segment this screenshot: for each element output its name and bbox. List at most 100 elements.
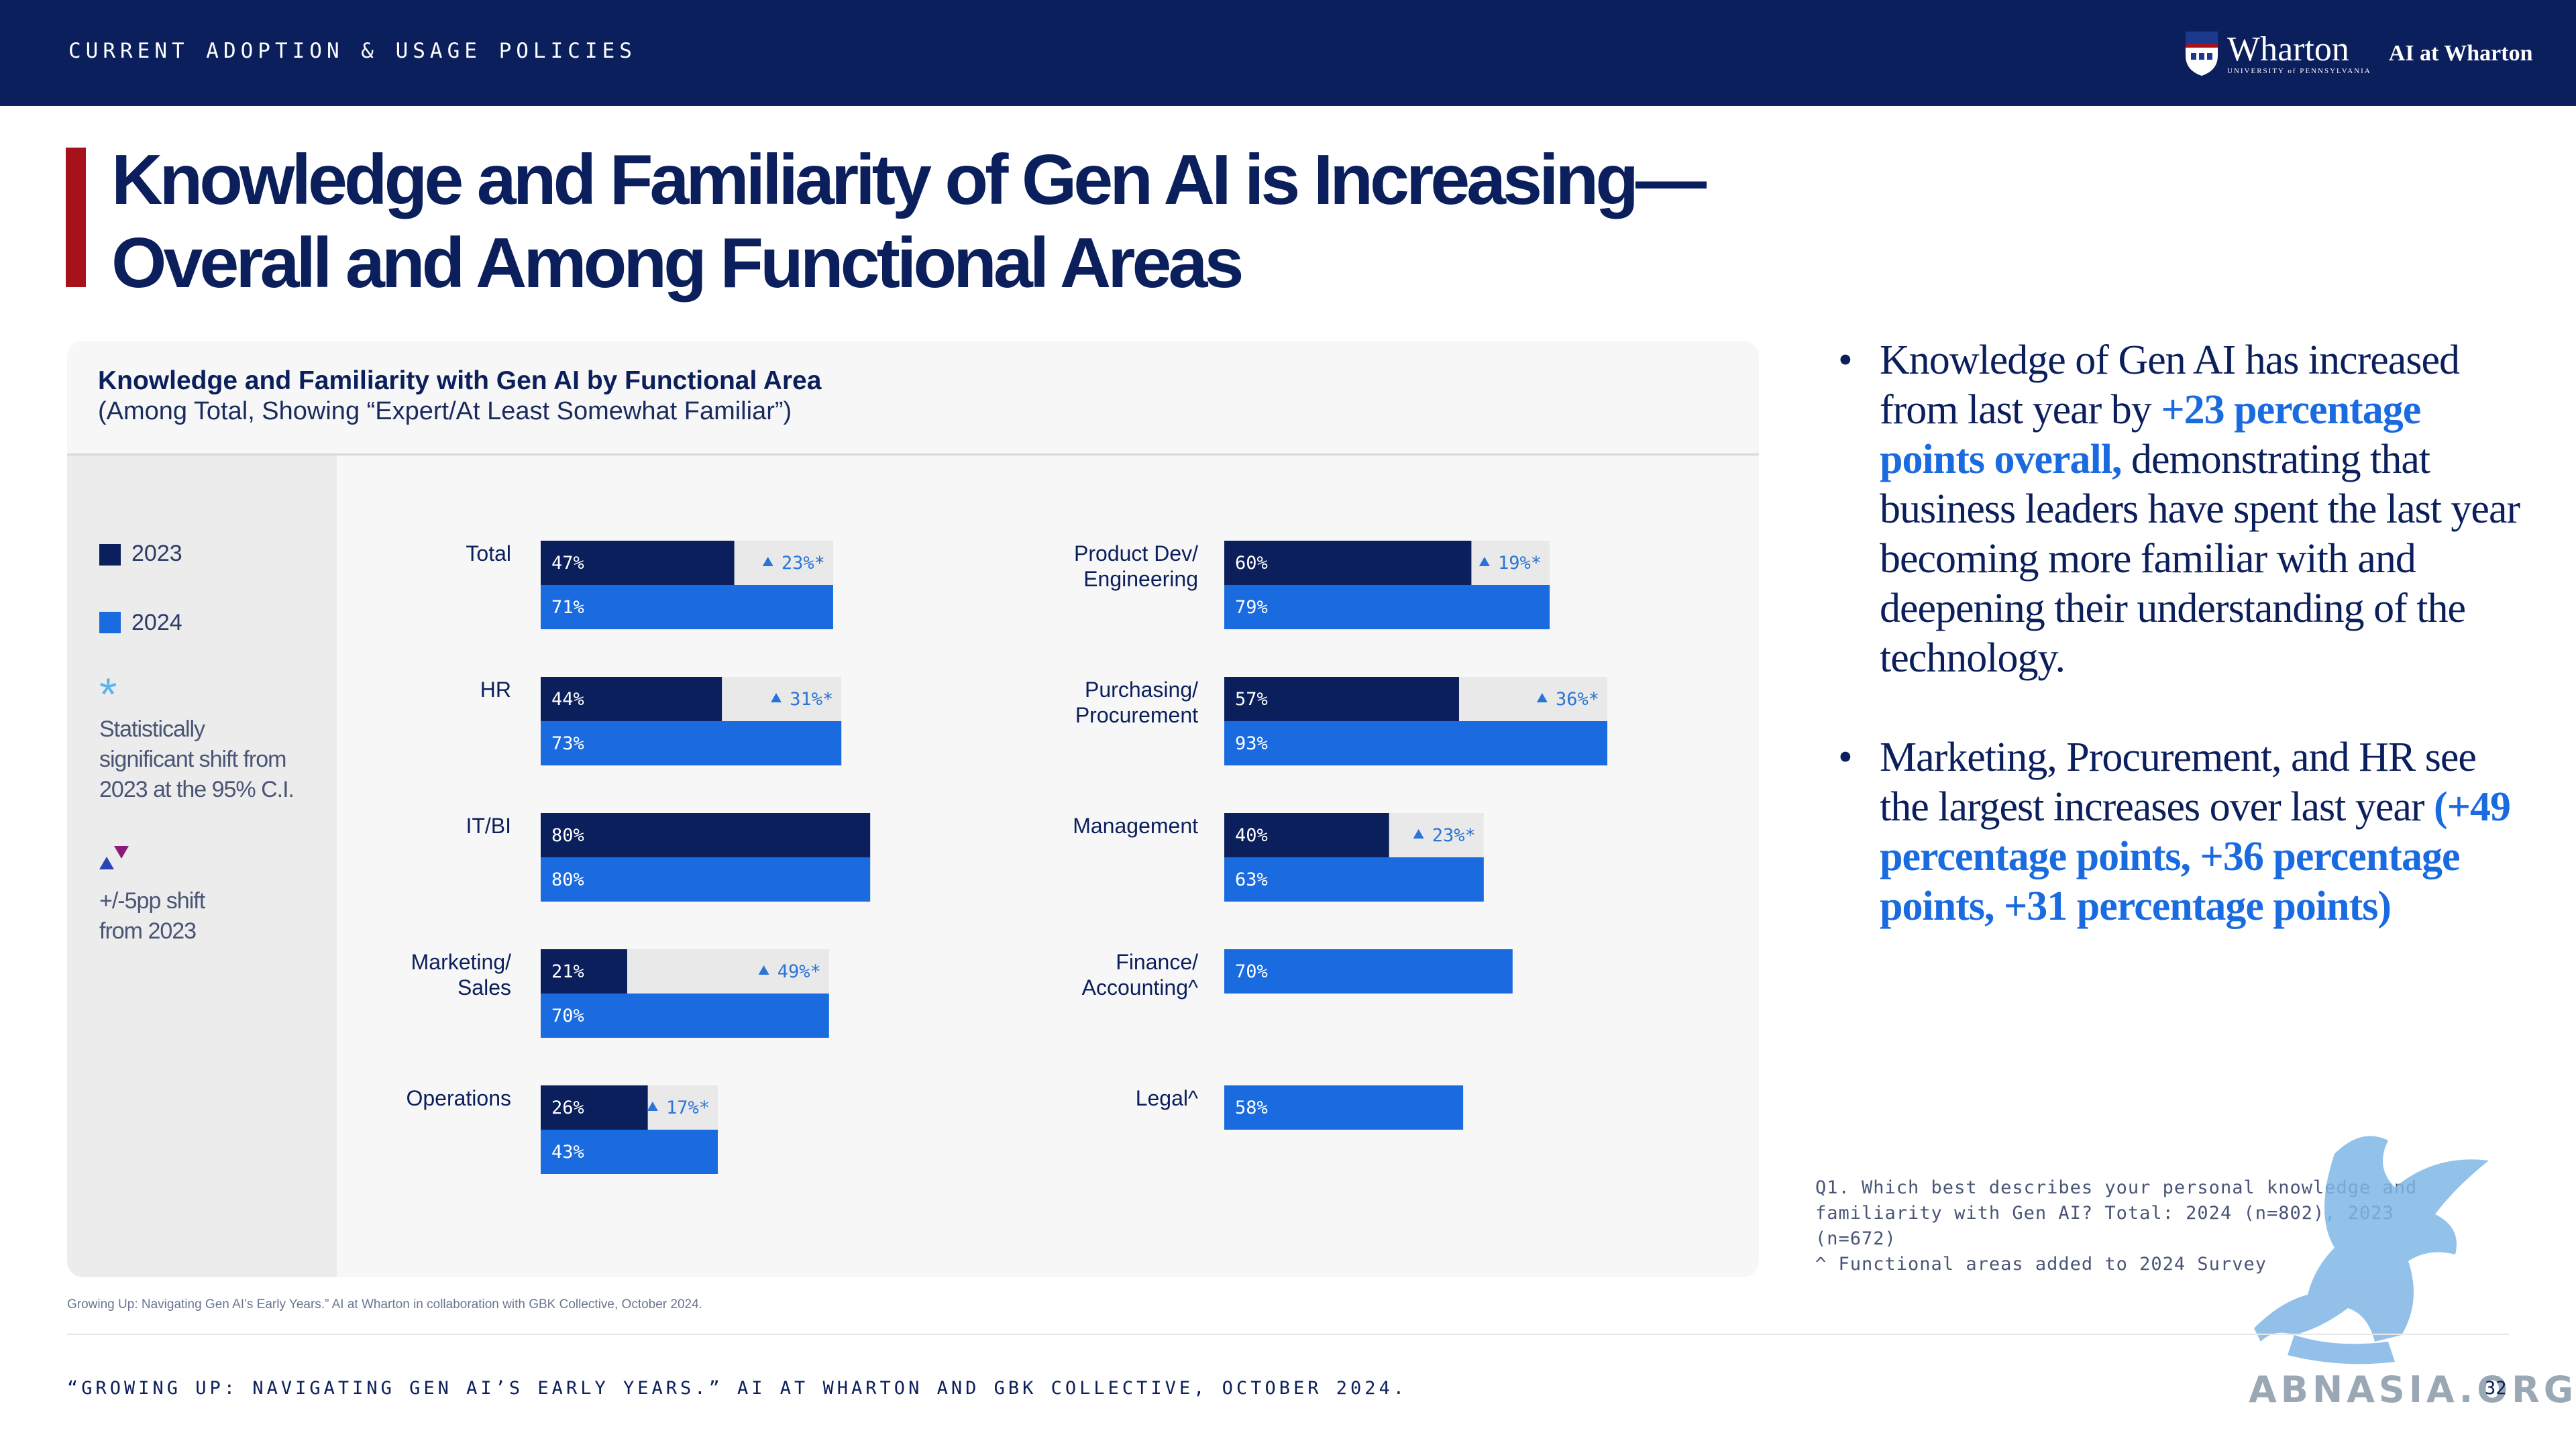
bar-label-2023-it-bi: 80% (551, 825, 584, 846)
bar-label-2024-purchasing-procurement: 93% (1235, 733, 1268, 754)
logo-name: Wharton (2227, 30, 2349, 68)
bar-label-2023-product-dev-engineering: 60% (1235, 553, 1268, 574)
shift-background-operations (647, 1085, 718, 1130)
shift-background-total (734, 541, 833, 585)
title-line-1: Knowledge and Familiarity of Gen AI is I… (111, 140, 1707, 219)
category-label-marketing-sales: Marketing/Sales (411, 950, 512, 1000)
legend-shift-line-1: +/-5pp shift (99, 888, 205, 914)
chart-divider (67, 453, 1759, 455)
logo-tagline: AI at Wharton (2388, 41, 2533, 66)
logo-wordmark: Wharton UNIVERSITY of PENNSYLVANIA (2227, 30, 2371, 76)
page-title: Knowledge and Familiarity of Gen AI is I… (111, 138, 1721, 305)
bar-label-2024-finance-accounting: 70% (1235, 961, 1268, 982)
bar-label-2024-legal: 58% (1235, 1097, 1268, 1118)
category-label-product-dev-engineering: Product Dev/Engineering (1074, 541, 1198, 591)
shift-background-purchasing-procurement (1458, 677, 1608, 721)
category-label-operations: Operations (406, 1086, 511, 1110)
bar-2023-purchasing-procurement (1224, 677, 1459, 721)
chart-source-note: Growing Up: Navigating Gen AI’s Early Ye… (67, 1297, 702, 1311)
shift-label-purchasing-procurement: 36%* (1556, 689, 1599, 710)
bar-label-2024-operations: 43% (551, 1142, 584, 1163)
bar-label-2023-hr: 44% (551, 689, 584, 710)
bar-2023-management (1224, 813, 1389, 857)
shift-background-hr (722, 677, 842, 721)
finding-item-1: • Knowledge of Gen AI has increased from… (1835, 335, 2526, 683)
bar-2024-total (541, 585, 833, 629)
bar-2024-operations (541, 1130, 718, 1174)
legend-significance-line-1: Statistically (99, 716, 205, 742)
griffin-watermark-icon (2254, 1136, 2489, 1364)
bar-chart: Total 47% 23%* 71% HR 44% 31%* 73% IT/BI 80% 80% Ma… (406, 541, 1608, 1174)
bar-label-2023-marketing-sales: 21% (551, 961, 584, 982)
finding-item-2: • Marketing, Procurement, and HR see the… (1835, 733, 2526, 931)
penn-shield-icon (2186, 32, 2218, 76)
bar-label-2023-operations: 26% (551, 1097, 584, 1118)
survey-footnote: Q1. Which best describes your personal k… (1815, 1175, 2486, 1277)
footer-citation: “GROWING UP: NAVIGATING GEN AI’S EARLY Y… (67, 1378, 1408, 1399)
logo-subtitle: UNIVERSITY of PENNSYLVANIA (2227, 67, 2371, 75)
legend-label-2023: 2023 (131, 541, 182, 566)
shift-up-arrow-icon (1413, 829, 1424, 839)
shift-up-arrow-icon (758, 965, 769, 975)
legend-significance-line-2: significant shift from (99, 747, 286, 772)
shift-up-icon (99, 857, 114, 869)
bar-label-2024-hr: 73% (551, 733, 584, 754)
key-findings-list: • Knowledge of Gen AI has increased from… (1835, 335, 2526, 981)
footnote-question: Q1. Which best describes your personal k… (1815, 1177, 2418, 1249)
chart-legend: 2023 2024 * Statistically significant sh… (67, 455, 337, 1277)
bar-label-2024-total: 71% (551, 597, 584, 618)
bar-2024-marketing-sales (541, 994, 829, 1038)
shift-label-marketing-sales: 49%* (777, 961, 821, 982)
bar-label-2023-management: 40% (1235, 825, 1268, 846)
bar-label-2023-purchasing-procurement: 57% (1235, 689, 1268, 710)
shift-down-icon (114, 846, 129, 859)
bar-2023-product-dev-engineering (1224, 541, 1472, 585)
chart-card: Knowledge and Familiarity with Gen AI by… (67, 341, 1759, 1277)
shift-background-marketing-sales (627, 949, 829, 994)
bar-2024-legal (1224, 1085, 1464, 1130)
shift-up-arrow-icon (771, 693, 782, 702)
legend-label-2024: 2024 (131, 610, 182, 635)
category-label-total: Total (466, 541, 511, 566)
footer-divider (67, 1334, 2509, 1335)
bar-2023-hr (541, 677, 722, 721)
bar-label-2024-product-dev-engineering: 79% (1235, 597, 1268, 618)
legend-shift-line-2: from 2023 (99, 918, 197, 944)
category-label-hr: HR (480, 678, 511, 702)
shift-label-management: 23%* (1432, 825, 1476, 846)
category-label-it-bi: IT/BI (466, 814, 511, 838)
bullet-dot-icon: • (1838, 337, 1853, 383)
bar-label-2023-total: 47% (551, 553, 584, 574)
bar-2024-hr (541, 721, 842, 765)
finding-1-highlight: +23 percentage points overall, (1880, 387, 2421, 482)
bar-label-2024-management: 63% (1235, 869, 1268, 890)
bar-2023-operations (541, 1085, 648, 1130)
legend-significance-line-3: 2023 at the 95% C.I. (99, 777, 294, 802)
legend-swatch-2024 (99, 612, 121, 633)
bar-2023-total (541, 541, 735, 585)
shift-background-management (1389, 813, 1484, 857)
footnote-added-areas: ^ Functional areas added to 2024 Survey (1815, 1254, 2267, 1275)
category-label-legal: Legal^ (1136, 1086, 1198, 1110)
section-label: CURRENT ADOPTION & USAGE POLICIES (68, 39, 637, 63)
bar-2024-management (1224, 857, 1484, 902)
bar-2024-purchasing-procurement (1224, 721, 1608, 765)
category-label-management: Management (1073, 814, 1198, 838)
chart-plot-area: Total 47% 23%* 71% HR 44% 31%* 73% IT/BI 80% 80% Ma… (67, 341, 1759, 1277)
shift-up-arrow-icon (647, 1102, 658, 1111)
chart-subtitle: (Among Total, Showing “Expert/At Least S… (98, 397, 792, 425)
title-accent-bar (66, 148, 86, 287)
finding-2-text: Marketing, Procurement, and HR see the l… (1880, 735, 2477, 830)
wharton-logo[interactable]: Wharton UNIVERSITY of PENNSYLVANIA AI at… (2184, 28, 2533, 79)
significance-star-icon: * (99, 669, 117, 720)
watermark-text: ABNASIA.ORG (2249, 1368, 2576, 1411)
bar-2024-finance-accounting (1224, 949, 1513, 994)
category-label-finance-accounting: Finance/Accounting^ (1082, 950, 1198, 1000)
bar-2024-it-bi (541, 857, 871, 902)
legend-swatch-2023 (99, 544, 121, 566)
shift-label-operations: 17%* (666, 1097, 710, 1118)
category-label-purchasing-procurement: Purchasing/Procurement (1075, 678, 1198, 727)
legend-shift-note: +/-5pp shift from 2023 (99, 886, 205, 947)
legend-significance-note: Statistically significant shift from 202… (99, 714, 294, 805)
finding-2-highlight: (+49 percentage points, +36 percentage p… (1880, 784, 2511, 929)
